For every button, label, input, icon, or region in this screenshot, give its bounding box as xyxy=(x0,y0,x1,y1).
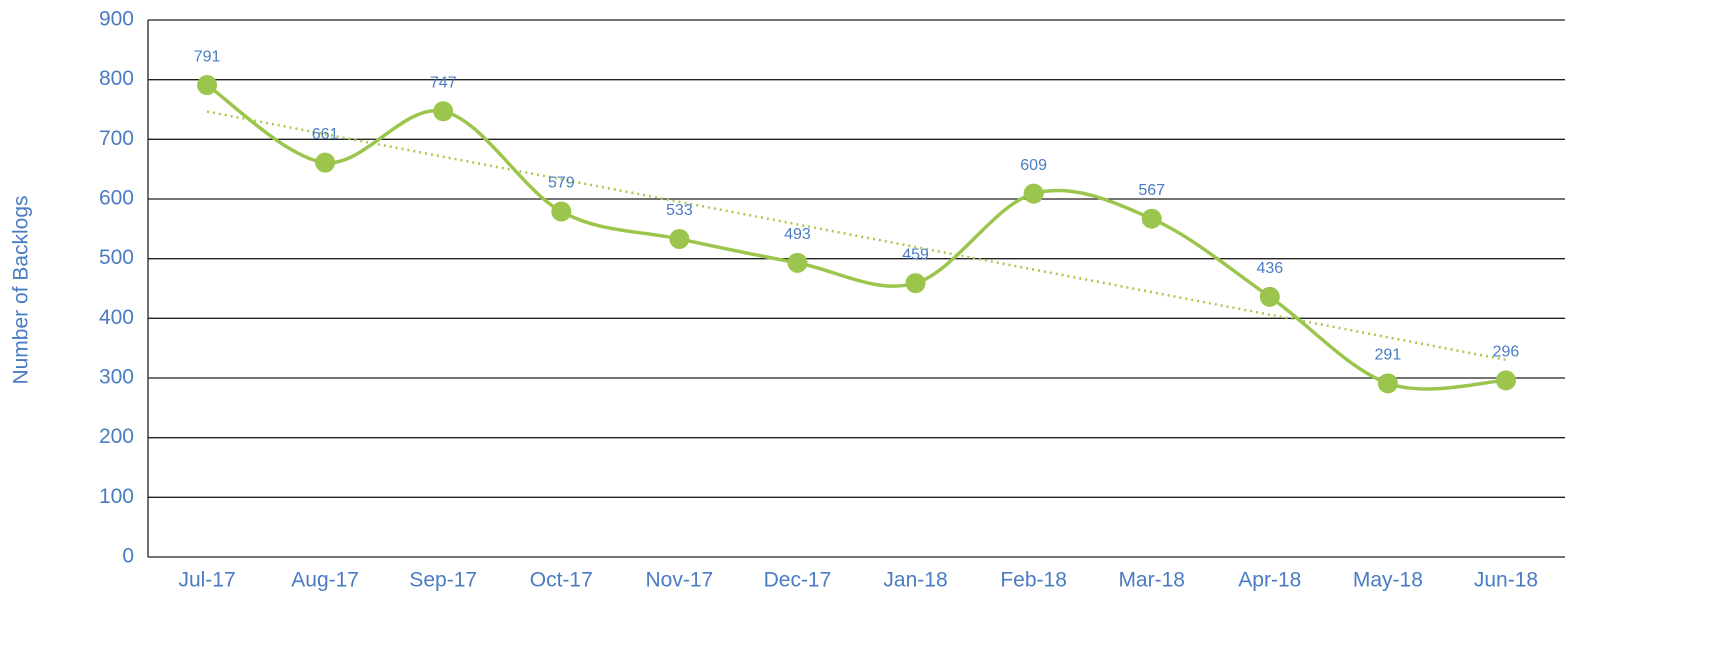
x-tick-label: Jun-18 xyxy=(1474,569,1538,592)
point-marker xyxy=(1141,208,1162,229)
y-tick-label: 500 xyxy=(99,246,134,269)
point-marker xyxy=(787,252,808,273)
y-axis-title: Number of Backlogs xyxy=(10,195,33,384)
y-tick-label: 900 xyxy=(99,8,134,31)
x-tick-label: Aug-17 xyxy=(291,569,359,592)
data-label: 493 xyxy=(784,226,811,243)
x-tick-label: Mar-18 xyxy=(1118,569,1185,592)
point-marker xyxy=(905,273,926,294)
series-line xyxy=(206,83,1507,391)
y-tick-label: 0 xyxy=(122,545,134,568)
point-marker xyxy=(197,75,218,96)
x-tick-label: Nov-17 xyxy=(646,569,714,592)
point-marker xyxy=(1023,183,1044,204)
x-tick-label: Sep-17 xyxy=(409,569,477,592)
data-label: 291 xyxy=(1375,347,1402,364)
x-tick-label: Feb-18 xyxy=(1000,569,1067,592)
x-tick-label: Jul-17 xyxy=(178,569,235,592)
data-label: 579 xyxy=(548,175,575,192)
point-marker xyxy=(1377,373,1398,394)
y-tick-label: 100 xyxy=(99,485,134,508)
y-tick-label: 400 xyxy=(99,306,134,329)
data-label: 661 xyxy=(312,126,339,143)
data-label: 296 xyxy=(1493,344,1520,361)
point-marker xyxy=(669,228,690,249)
trend-line xyxy=(206,110,1507,362)
y-tick-label: 300 xyxy=(99,366,134,389)
x-tick-label: Oct-17 xyxy=(530,569,593,592)
x-tick-label: Jan-18 xyxy=(883,569,947,592)
data-label: 567 xyxy=(1138,182,1165,199)
point-marker xyxy=(551,201,572,222)
data-label: 747 xyxy=(430,75,457,92)
point-marker xyxy=(433,101,454,122)
y-tick-label: 700 xyxy=(99,127,134,150)
y-tick-label: 800 xyxy=(99,67,134,90)
y-tick-label: 600 xyxy=(99,187,134,210)
y-tick-label: 200 xyxy=(99,425,134,448)
point-marker xyxy=(1259,286,1280,307)
x-tick-label: May-18 xyxy=(1353,569,1423,592)
point-marker xyxy=(315,152,336,173)
data-label: 533 xyxy=(666,202,693,219)
x-tick-label: Apr-18 xyxy=(1238,569,1301,592)
data-label: 791 xyxy=(194,48,221,65)
data-label: 459 xyxy=(902,246,929,263)
data-label: 609 xyxy=(1020,157,1047,174)
point-marker xyxy=(1495,370,1516,391)
data-label: 436 xyxy=(1256,260,1283,277)
x-tick-label: Dec-17 xyxy=(764,569,832,592)
